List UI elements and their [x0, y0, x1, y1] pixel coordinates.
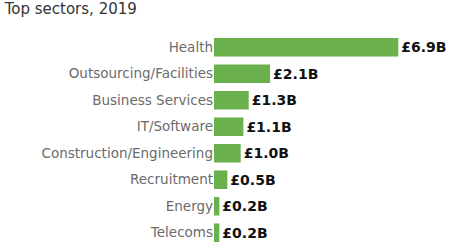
svg-text:£1.0B: £1.0B — [244, 145, 289, 161]
svg-text:Construction/Engineering: Construction/Engineering — [41, 145, 213, 161]
svg-text:£0.2B: £0.2B — [222, 198, 267, 214]
svg-text:IT/Software: IT/Software — [137, 118, 213, 134]
svg-text:£1.3B: £1.3B — [252, 92, 297, 108]
svg-text:Recruitment: Recruitment — [130, 171, 213, 187]
svg-text:Outsourcing/Facilities: Outsourcing/Facilities — [69, 65, 213, 81]
svg-text:£1.1B: £1.1B — [246, 119, 291, 135]
svg-text:£0.2B: £0.2B — [222, 225, 267, 241]
svg-text:Energy: Energy — [166, 198, 213, 214]
svg-text:Business Services: Business Services — [92, 92, 213, 108]
svg-text:£2.1B: £2.1B — [273, 66, 318, 82]
svg-text:Telecoms: Telecoms — [150, 224, 213, 240]
svg-text:Health: Health — [169, 39, 213, 55]
svg-text:£6.9B: £6.9B — [401, 39, 446, 55]
svg-text:Top sectors, 2019: Top sectors, 2019 — [4, 0, 137, 18]
svg-text:£0.5B: £0.5B — [230, 172, 275, 188]
